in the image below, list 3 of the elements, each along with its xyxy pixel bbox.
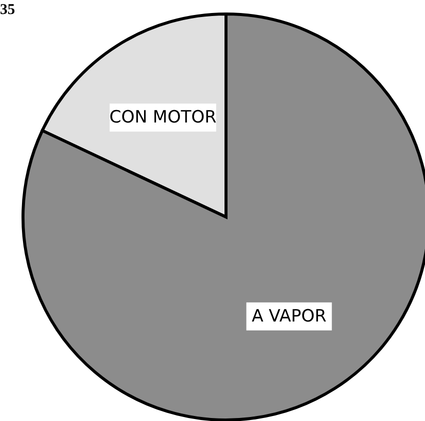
slice-label: A VAPOR bbox=[252, 306, 327, 326]
text: 35 bbox=[0, 2, 15, 19]
slice-label: CON MOTOR bbox=[109, 108, 217, 128]
